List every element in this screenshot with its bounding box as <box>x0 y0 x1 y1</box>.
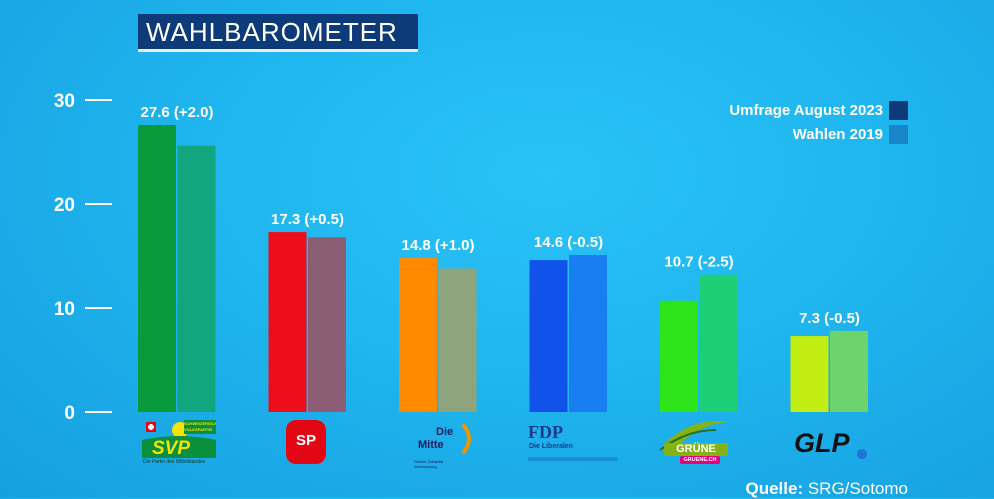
y-tick-label: 10 <box>54 299 75 320</box>
source-note: Quelle: SRG/Sotomo <box>745 479 908 499</box>
sp-logo: SP <box>286 420 326 464</box>
bar-umfrage-2023-1 <box>268 232 307 412</box>
bar-umfrage-2023-4 <box>660 300 698 412</box>
bar-umfrage-2023-2 <box>399 258 437 412</box>
grune-logo-text: GRÜNE <box>676 443 716 455</box>
glp-logo-text: GLP <box>794 428 850 458</box>
fdp-logo-text: FDP <box>528 422 563 442</box>
legend-swatch-umfrage <box>889 100 908 120</box>
glp-logo: GLP <box>794 428 872 464</box>
sp-logo-text: SP <box>295 432 316 449</box>
mitte-tagline: Freiheit. Solidarität. Verantwortung. <box>414 460 445 469</box>
data-label: 17.3 (+0.5) <box>271 211 344 228</box>
legend-item-umfrage: Umfrage August 2023 <box>729 98 908 122</box>
data-label: 10.7 (-2.5) <box>664 254 733 271</box>
svp-badge-text: SCHWEIZERISCHE VOLKSPARTEI <box>184 421 216 432</box>
y-tick-label: 30 <box>54 91 75 112</box>
source-value: SRG/Sotomo <box>807 479 908 498</box>
bar-wahlen-2019-2 <box>438 268 477 412</box>
legend-swatch-wahlen <box>889 124 908 144</box>
bar-wahlen-2019-1 <box>308 237 346 412</box>
svp-logo: SCHWEIZERISCHE VOLKSPARTEI SVP Die Parte… <box>140 418 218 468</box>
svp-logo-text: SVP <box>152 438 191 459</box>
legend: Umfrage August 2023 Wahlen 2019 <box>729 98 908 146</box>
bar-umfrage-2023-0 <box>138 124 176 413</box>
data-label: 7.3 (-0.5) <box>799 310 860 327</box>
bar-wahlen-2019-4 <box>699 274 738 412</box>
legend-label-umfrage: Umfrage August 2023 <box>729 101 883 119</box>
data-label: 14.6 (-0.5) <box>534 234 603 251</box>
mitte-logo-text-2: Mitte <box>418 439 444 451</box>
fdp-logo: FDP Die Liberalen <box>528 422 618 462</box>
bar-wahlen-2019-3 <box>569 254 607 412</box>
grune-logo-subtitle: GRUENE.CH <box>683 457 717 463</box>
svp-tagline: Die Partei des Mittelstandes <box>143 459 206 465</box>
bar-umfrage-2023-5 <box>790 336 829 412</box>
y-tick-label: 20 <box>54 195 75 216</box>
data-label: 27.6 (+2.0) <box>141 104 214 121</box>
y-tick-label: 0 <box>64 403 75 424</box>
fdp-logo-subtitle: Die Liberalen <box>529 443 573 450</box>
grune-logo: GRÜNE GRUENE.CH <box>656 416 734 468</box>
mitte-logo-text-1: Die <box>436 426 454 438</box>
mitte-logo: Die Mitte Freiheit. Solidarität. Verantw… <box>412 420 482 472</box>
chart-title: WAHLBAROMETER <box>138 14 418 52</box>
source-label: Quelle: <box>745 479 804 498</box>
legend-label-wahlen: Wahlen 2019 <box>792 125 883 143</box>
bar-wahlen-2019-5 <box>830 330 868 412</box>
bar-umfrage-2023-3 <box>529 260 568 412</box>
legend-item-wahlen: Wahlen 2019 <box>729 122 908 146</box>
bar-wahlen-2019-0 <box>177 145 216 412</box>
data-label: 14.8 (+1.0) <box>402 237 475 254</box>
